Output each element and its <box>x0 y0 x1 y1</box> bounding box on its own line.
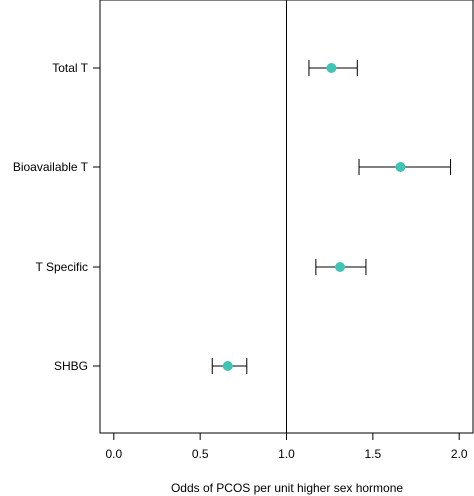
category-label: Total T <box>52 61 88 75</box>
point-estimate <box>335 262 346 272</box>
category-label: T Specific <box>36 260 88 274</box>
category-label: SHBG <box>54 359 88 373</box>
point-estimates <box>222 63 406 371</box>
category-label: Bioavailable T <box>13 160 89 174</box>
x-axis-ticks: 0.0 0.5 1.0 1.5 2.0 <box>105 433 468 461</box>
x-tick-label: 2.0 <box>451 447 468 461</box>
y-axis-ticks: Total T Bioavailable T T Specific SHBG <box>13 61 100 373</box>
x-tick-label: 0.5 <box>192 447 209 461</box>
point-estimate <box>222 361 233 371</box>
x-tick-label: 1.0 <box>278 447 295 461</box>
point-estimate <box>326 63 337 73</box>
confidence-intervals <box>211 60 452 374</box>
x-tick-label: 1.5 <box>364 447 381 461</box>
point-estimate <box>395 162 406 172</box>
x-axis-title: Odds of PCOS per unit higher sex hormone <box>171 481 403 495</box>
x-tick-label: 0.0 <box>105 447 122 461</box>
